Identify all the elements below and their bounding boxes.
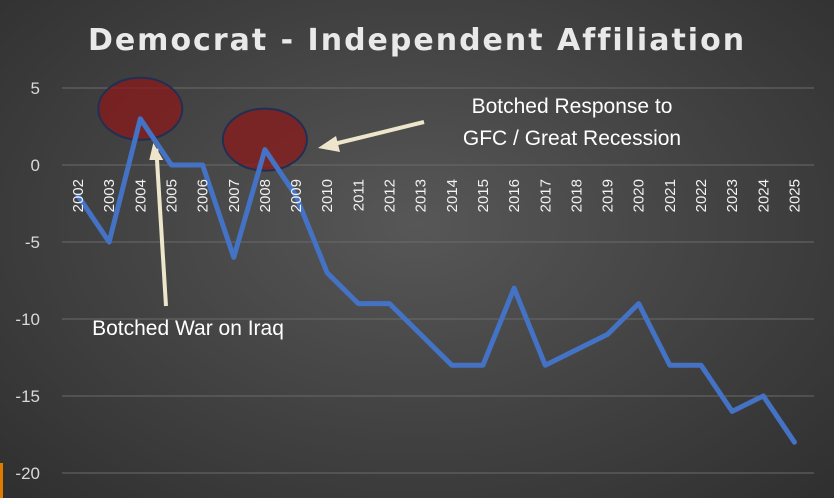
arrow-gfc <box>333 120 425 146</box>
y-tick-label: -15 <box>15 387 40 406</box>
x-tick-label: 2003 <box>101 179 118 212</box>
x-tick-label: 2013 <box>413 179 430 212</box>
x-tick-label: 2017 <box>537 179 554 212</box>
y-tick-label: -20 <box>15 464 40 483</box>
x-tick-label: 2020 <box>631 179 648 212</box>
x-tick-label: 2010 <box>319 179 336 212</box>
x-tick-label: 2021 <box>662 179 679 212</box>
x-tick-label: 2005 <box>163 179 180 212</box>
corner-accent <box>0 463 3 498</box>
x-tick-label: 2018 <box>568 179 585 212</box>
x-tick-label: 2007 <box>226 179 243 212</box>
y-tick-label: -10 <box>15 310 40 329</box>
x-tick-label: 2025 <box>786 179 803 212</box>
y-tick-label: 0 <box>31 156 40 175</box>
arrowhead-gfc <box>318 136 340 152</box>
x-tick-label: 2023 <box>724 179 741 212</box>
x-tick-label: 2024 <box>755 179 772 212</box>
series-line-0 <box>75 116 797 445</box>
x-tick-label: 2008 <box>257 179 274 212</box>
x-tick-label: 2006 <box>195 179 212 212</box>
x-tick-label: 2009 <box>288 179 305 212</box>
arrowhead-iraq <box>149 143 164 160</box>
x-tick-label: 2015 <box>475 179 492 212</box>
y-tick-label: -5 <box>25 233 40 252</box>
annotation-gfc: GFC / Great Recession <box>463 127 681 150</box>
x-axis-ticks: 2002 2003 2004 2005 2006 2007 2008 2009 2010 2011… <box>70 179 803 212</box>
highlight-circles <box>97 76 308 172</box>
y-axis-ticks: 5 0 -5 -10 -15 -20 <box>15 79 40 483</box>
x-tick-label: 2019 <box>600 179 617 212</box>
annotations: Botched War on Iraq Botched Response to GF… <box>92 95 681 340</box>
highlight-circle-2004 <box>97 76 184 141</box>
series-lines <box>75 116 797 445</box>
y-tick-label: 5 <box>31 79 40 98</box>
x-tick-label: 2012 <box>382 179 399 212</box>
arrow-iraq <box>154 148 168 307</box>
annotation-gfc: Botched Response to <box>472 95 673 118</box>
annotation-iraq: Botched War on Iraq <box>92 317 284 340</box>
x-tick-label: 2016 <box>506 179 523 212</box>
x-tick-label: 2011 <box>350 179 367 211</box>
x-tick-label: 2004 <box>132 179 149 212</box>
gridlines <box>62 87 814 474</box>
x-tick-label: 2014 <box>444 179 461 212</box>
x-tick-label: 2002 <box>70 179 87 212</box>
highlight-circle-2008 <box>221 107 308 172</box>
x-tick-label: 2022 <box>693 179 710 212</box>
chart-title: Democrat - Independent Affiliation <box>88 23 746 58</box>
